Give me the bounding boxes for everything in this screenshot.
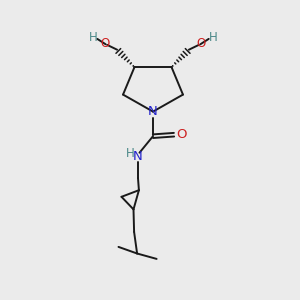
Text: N: N [148, 105, 158, 118]
Text: O: O [196, 37, 206, 50]
Text: O: O [176, 128, 187, 141]
Text: O: O [100, 37, 110, 50]
Text: H: H [208, 31, 217, 44]
Text: H: H [125, 146, 134, 160]
Text: N: N [133, 150, 143, 163]
Text: H: H [89, 31, 98, 44]
